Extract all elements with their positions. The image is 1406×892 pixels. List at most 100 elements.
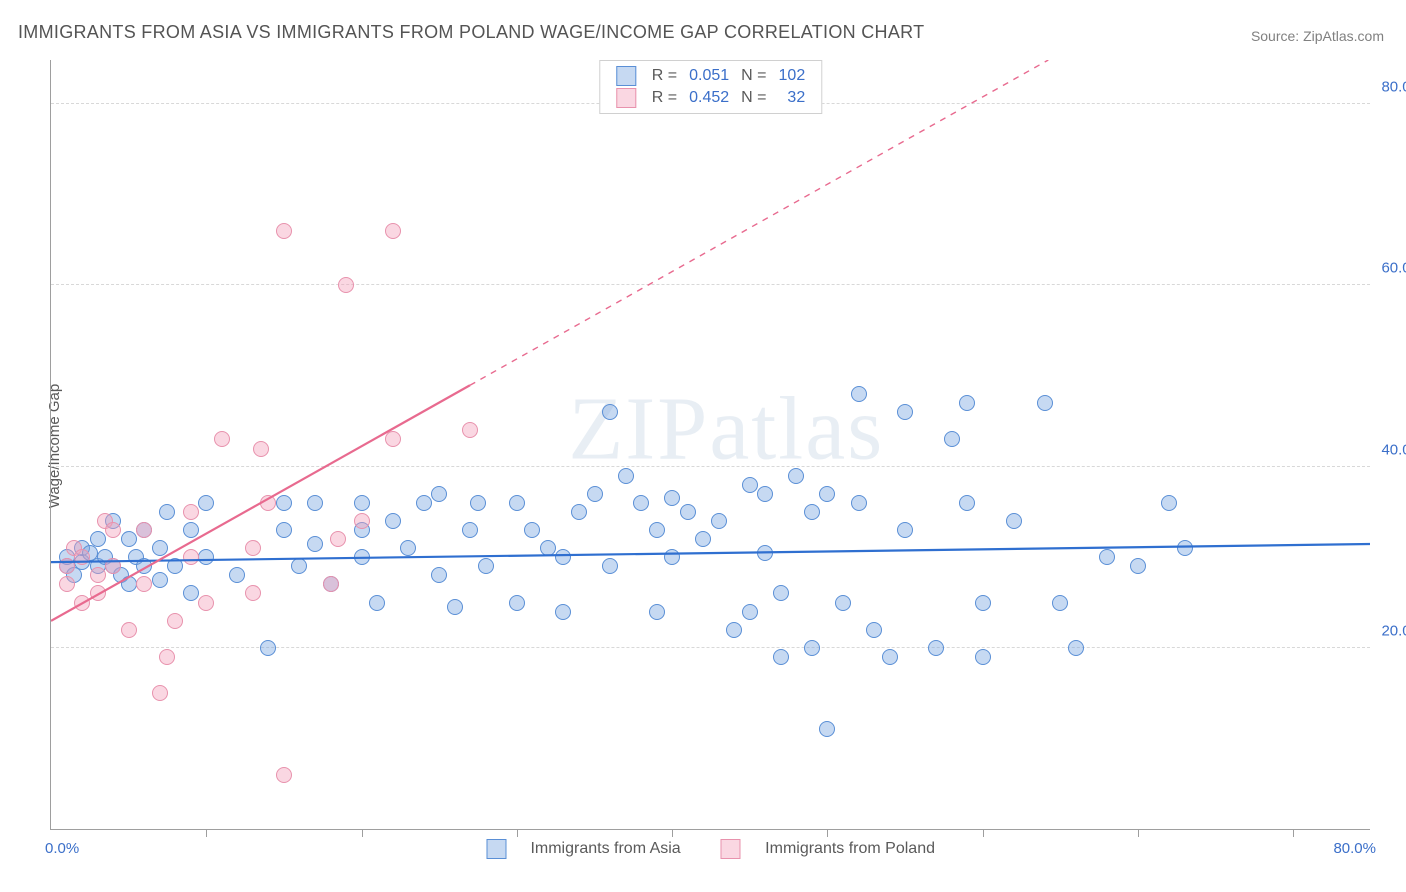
data-point-poland [74, 549, 90, 565]
data-point-asia [649, 604, 665, 620]
legend-stat-row-asia: R =0.051N =102 [610, 65, 811, 87]
data-point-asia [680, 504, 696, 520]
data-point-poland [159, 649, 175, 665]
data-point-asia [354, 495, 370, 511]
data-point-asia [1130, 558, 1146, 574]
data-point-asia [121, 576, 137, 592]
watermark-bold: ZIP [568, 380, 709, 479]
data-point-asia [773, 649, 789, 665]
data-point-poland [385, 431, 401, 447]
legend-item-poland: Immigrants from Poland [711, 840, 945, 857]
data-point-asia [385, 513, 401, 529]
data-point-asia [167, 558, 183, 574]
data-point-asia [975, 649, 991, 665]
data-point-asia [587, 486, 603, 502]
legend-swatch-asia [616, 66, 636, 86]
data-point-asia [509, 595, 525, 611]
x-tick [362, 829, 363, 837]
data-point-asia [307, 536, 323, 552]
legend-r-prefix: R = [646, 65, 683, 87]
data-point-asia [136, 558, 152, 574]
data-point-asia [742, 477, 758, 493]
data-point-asia [152, 540, 168, 556]
data-point-poland [59, 576, 75, 592]
data-point-asia [851, 495, 867, 511]
data-point-asia [1099, 549, 1115, 565]
data-point-asia [788, 468, 804, 484]
x-tick [827, 829, 828, 837]
data-point-asia [1037, 395, 1053, 411]
data-point-asia [90, 531, 106, 547]
data-point-asia [183, 522, 199, 538]
data-point-asia [1006, 513, 1022, 529]
data-point-poland [90, 567, 106, 583]
data-point-poland [385, 223, 401, 239]
legend-n-value-poland: 32 [773, 87, 812, 109]
y-tick-label: 60.0% [1376, 260, 1406, 277]
legend-stats-box: R =0.051N =102R =0.452N =32 [599, 60, 822, 114]
data-point-asia [618, 468, 634, 484]
x-tick [1293, 829, 1294, 837]
x-tick [672, 829, 673, 837]
x-axis-max-label: 80.0% [1333, 840, 1376, 857]
data-point-asia [571, 504, 587, 520]
gridline [51, 466, 1370, 467]
legend-bottom: Immigrants from Asia Immigrants from Pol… [466, 839, 955, 859]
data-point-asia [354, 549, 370, 565]
data-point-poland [338, 277, 354, 293]
data-point-poland [152, 685, 168, 701]
data-point-asia [276, 495, 292, 511]
data-point-poland [253, 441, 269, 457]
x-tick [983, 829, 984, 837]
y-tick-label: 40.0% [1376, 441, 1406, 458]
data-point-asia [121, 531, 137, 547]
data-point-asia [470, 495, 486, 511]
data-point-poland [354, 513, 370, 529]
data-point-asia [509, 495, 525, 511]
data-point-poland [183, 549, 199, 565]
data-point-poland [245, 585, 261, 601]
data-point-asia [897, 522, 913, 538]
data-point-asia [152, 572, 168, 588]
legend-r-value-poland: 0.452 [683, 87, 735, 109]
data-point-asia [462, 522, 478, 538]
data-point-asia [524, 522, 540, 538]
data-point-asia [555, 549, 571, 565]
chart-title: IMMIGRANTS FROM ASIA VS IMMIGRANTS FROM … [18, 22, 924, 43]
data-point-asia [804, 504, 820, 520]
data-point-asia [649, 522, 665, 538]
data-point-asia [928, 640, 944, 656]
data-point-asia [540, 540, 556, 556]
legend-r-prefix: R = [646, 87, 683, 109]
gridline [51, 647, 1370, 648]
legend-swatch-asia [486, 839, 506, 859]
data-point-asia [757, 545, 773, 561]
data-point-asia [664, 490, 680, 506]
legend-item-asia: Immigrants from Asia [476, 840, 691, 857]
data-point-poland [260, 495, 276, 511]
data-point-asia [819, 721, 835, 737]
data-point-asia [944, 431, 960, 447]
data-point-asia [695, 531, 711, 547]
legend-n-prefix: N = [735, 87, 772, 109]
data-point-asia [959, 495, 975, 511]
data-point-asia [260, 640, 276, 656]
data-point-asia [959, 395, 975, 411]
data-point-asia [276, 522, 292, 538]
data-point-poland [198, 595, 214, 611]
data-point-asia [851, 386, 867, 402]
data-point-asia [1052, 595, 1068, 611]
legend-label-poland: Immigrants from Poland [765, 840, 935, 857]
data-point-poland [136, 522, 152, 538]
data-point-asia [447, 599, 463, 615]
data-point-poland [330, 531, 346, 547]
legend-r-value-asia: 0.051 [683, 65, 735, 87]
x-tick [517, 829, 518, 837]
data-point-asia [198, 549, 214, 565]
data-point-poland [276, 223, 292, 239]
data-point-asia [229, 567, 245, 583]
x-axis-origin-label: 0.0% [45, 840, 79, 857]
legend-swatch-poland [616, 88, 636, 108]
data-point-asia [369, 595, 385, 611]
gridline [51, 284, 1370, 285]
